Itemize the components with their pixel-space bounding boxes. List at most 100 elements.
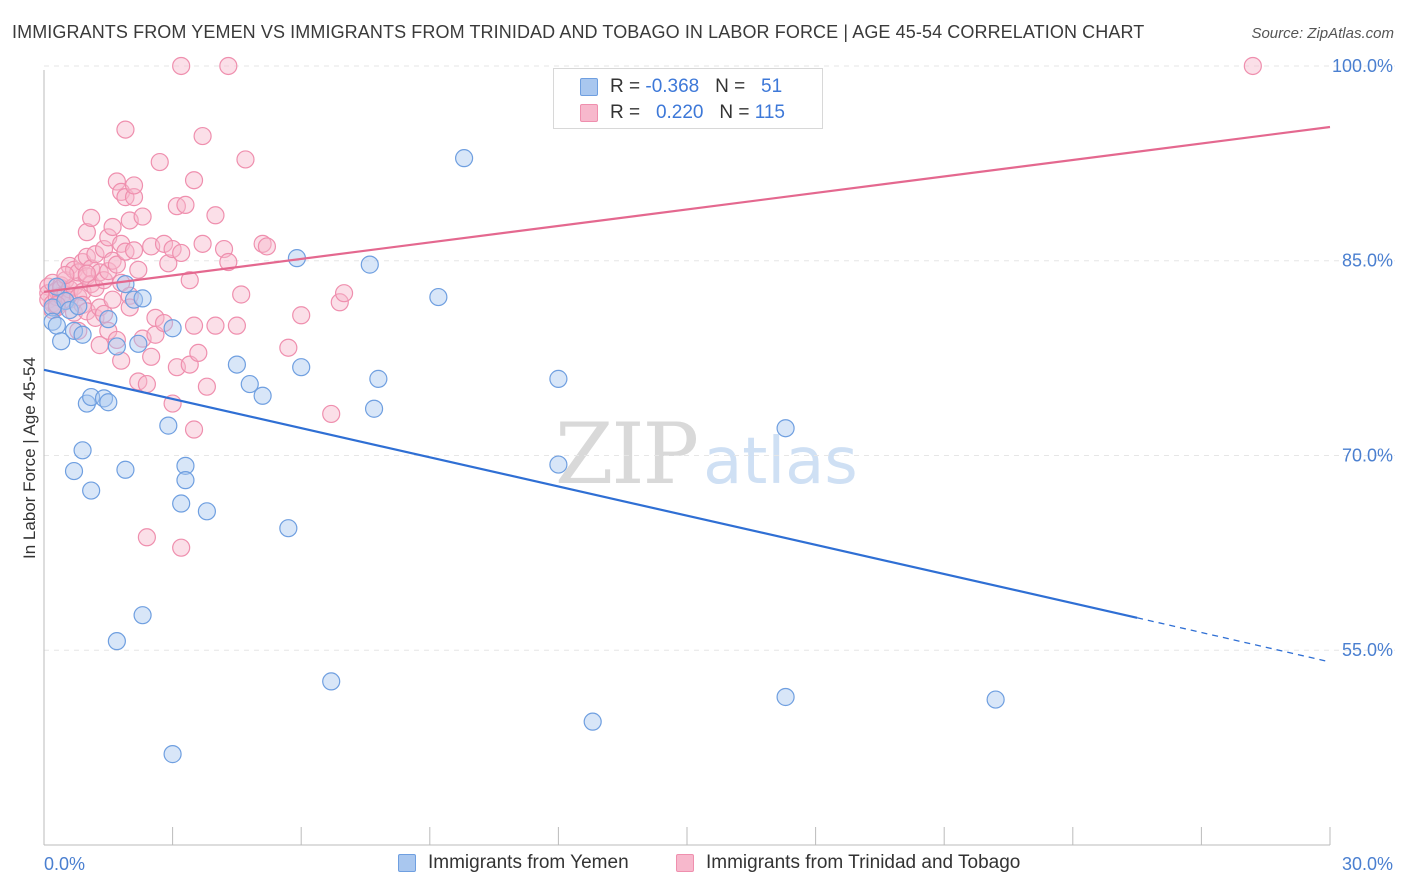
data-point-yemen[interactable] (107, 337, 126, 356)
data-point-trinidad[interactable] (137, 374, 156, 394)
data-point-yemen[interactable] (369, 369, 388, 388)
data-point-trinidad[interactable] (227, 316, 246, 335)
data-point-yemen[interactable] (64, 321, 84, 340)
data-point-trinidad[interactable] (124, 176, 144, 195)
data-point-yemen[interactable] (583, 712, 602, 731)
data-point-trinidad[interactable] (129, 260, 148, 279)
data-point-yemen[interactable] (133, 289, 152, 308)
data-point-yemen[interactable] (116, 274, 135, 294)
data-point-trinidad[interactable] (154, 234, 174, 253)
legend-item-yemen[interactable]: Immigrants from Yemen (398, 852, 629, 874)
stats-legend: R = -0.368 N = 51 R = 0.220 N = 115 (553, 68, 823, 129)
data-point-trinidad[interactable] (206, 206, 225, 225)
data-point-trinidad[interactable] (232, 285, 251, 304)
data-point-yemen[interactable] (107, 632, 126, 651)
data-point-yemen[interactable] (322, 672, 341, 691)
data-point-yemen[interactable] (60, 300, 79, 320)
data-point-trinidad[interactable] (193, 126, 212, 146)
data-point-trinidad[interactable] (86, 245, 105, 264)
data-point-trinidad[interactable] (124, 241, 144, 260)
trend-line-yemen (43, 368, 1138, 619)
legend-swatch-trinidad (580, 104, 598, 122)
data-point-trinidad[interactable] (86, 308, 105, 327)
data-point-yemen[interactable] (776, 419, 795, 438)
data-point-yemen[interactable] (364, 399, 384, 418)
data-point-trinidad[interactable] (184, 171, 204, 190)
data-point-trinidad[interactable] (172, 243, 191, 263)
data-point-trinidad[interactable] (279, 338, 298, 357)
data-point-yemen[interactable] (73, 325, 92, 344)
data-point-yemen[interactable] (116, 460, 135, 479)
data-point-yemen[interactable] (227, 355, 246, 374)
data-point-trinidad[interactable] (77, 223, 96, 242)
data-point-yemen[interactable] (73, 441, 92, 460)
data-point-trinidad[interactable] (193, 234, 212, 253)
data-point-trinidad[interactable] (107, 255, 126, 274)
data-point-yemen[interactable] (52, 332, 71, 351)
data-point-yemen[interactable] (549, 455, 568, 474)
data-point-yemen[interactable] (163, 319, 182, 338)
data-point-yemen[interactable] (549, 369, 568, 388)
data-point-trinidad[interactable] (142, 347, 161, 366)
data-point-yemen[interactable] (99, 393, 118, 412)
data-point-trinidad[interactable] (107, 330, 126, 350)
data-point-trinidad[interactable] (219, 252, 238, 272)
data-point-trinidad[interactable] (322, 404, 341, 424)
data-point-yemen[interactable] (64, 461, 84, 481)
data-point-trinidad[interactable] (330, 293, 349, 312)
data-point-yemen[interactable] (279, 519, 298, 538)
data-point-trinidad[interactable] (206, 316, 225, 335)
data-point-yemen[interactable] (776, 687, 795, 707)
data-point-trinidad[interactable] (219, 56, 238, 76)
data-point-yemen[interactable] (129, 334, 148, 353)
data-point-trinidad[interactable] (292, 306, 311, 325)
data-point-trinidad[interactable] (163, 239, 182, 259)
data-point-trinidad[interactable] (257, 237, 277, 256)
data-point-trinidad[interactable] (133, 207, 152, 226)
legend-swatch-yemen (398, 854, 416, 872)
data-point-trinidad[interactable] (150, 152, 169, 172)
data-point-trinidad[interactable] (1243, 56, 1262, 76)
data-point-trinidad[interactable] (172, 56, 191, 76)
data-point-trinidad[interactable] (107, 172, 126, 191)
data-point-trinidad[interactable] (103, 290, 122, 309)
data-point-yemen[interactable] (176, 471, 195, 490)
legend-item-trinidad[interactable]: Immigrants from Trinidad and Tobago (676, 852, 1020, 874)
data-point-trinidad[interactable] (154, 313, 174, 333)
data-point-yemen[interactable] (986, 690, 1005, 709)
data-point-trinidad[interactable] (137, 528, 156, 547)
data-point-yemen[interactable] (47, 316, 66, 335)
data-point-yemen[interactable] (82, 481, 101, 500)
data-point-yemen[interactable] (292, 358, 311, 377)
data-point-yemen[interactable] (159, 416, 178, 435)
data-point-trinidad[interactable] (77, 264, 96, 283)
data-point-yemen[interactable] (429, 287, 448, 307)
data-point-yemen[interactable] (176, 456, 195, 475)
data-point-trinidad[interactable] (184, 420, 204, 439)
data-point-yemen[interactable] (197, 502, 216, 521)
r-label: R = (610, 76, 646, 97)
data-point-trinidad[interactable] (334, 284, 354, 303)
data-point-yemen[interactable] (82, 387, 101, 407)
data-point-trinidad[interactable] (180, 271, 199, 290)
data-point-trinidad[interactable] (116, 120, 135, 139)
data-point-trinidad[interactable] (103, 217, 122, 237)
data-point-yemen[interactable] (69, 297, 88, 316)
data-point-yemen[interactable] (253, 386, 272, 405)
data-point-trinidad[interactable] (184, 316, 204, 335)
data-point-trinidad[interactable] (82, 208, 101, 227)
data-point-trinidad[interactable] (189, 343, 208, 363)
data-point-trinidad[interactable] (159, 254, 178, 273)
data-point-trinidad[interactable] (112, 351, 131, 370)
data-point-trinidad[interactable] (176, 195, 195, 214)
data-point-yemen[interactable] (360, 255, 379, 274)
data-point-yemen[interactable] (133, 606, 152, 625)
data-point-trinidad[interactable] (197, 377, 216, 396)
data-point-yemen[interactable] (99, 310, 118, 329)
data-point-yemen[interactable] (454, 149, 474, 168)
data-point-trinidad[interactable] (236, 150, 255, 169)
data-point-yemen[interactable] (163, 745, 182, 764)
data-point-yemen[interactable] (240, 374, 259, 394)
data-point-yemen[interactable] (172, 494, 191, 513)
data-point-trinidad[interactable] (172, 538, 191, 557)
